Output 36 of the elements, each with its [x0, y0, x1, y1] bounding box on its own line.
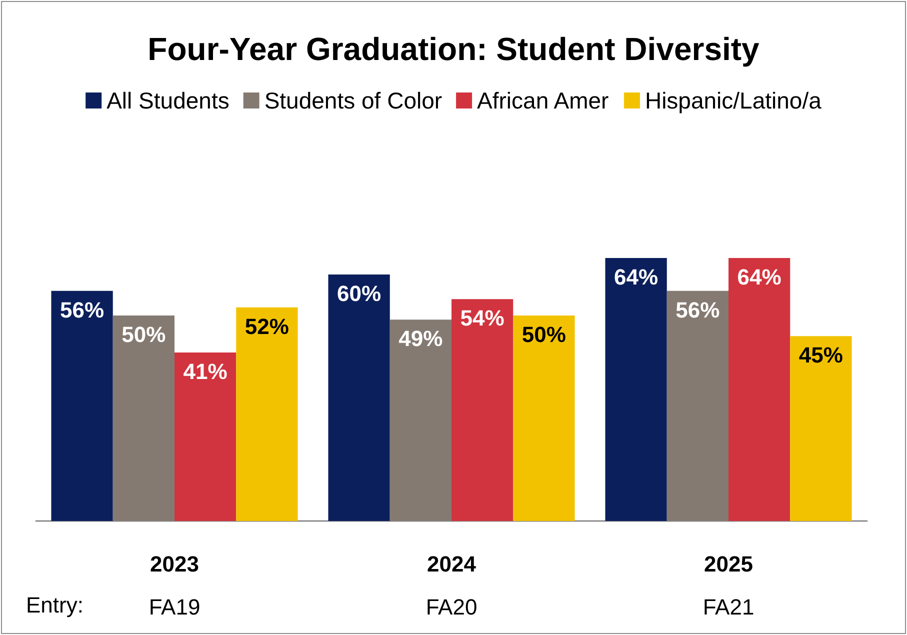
legend-label: All Students — [106, 88, 230, 114]
x-tick-label: 2023 — [150, 552, 199, 576]
chart-title: Four-Year Graduation: Student Diversity — [148, 31, 760, 67]
bar — [236, 307, 298, 521]
data-label: 64% — [737, 264, 782, 290]
bar — [605, 258, 667, 521]
data-label: 54% — [460, 306, 504, 331]
bar — [328, 274, 390, 521]
text: FA19 — [148, 594, 200, 620]
text: FA21 — [702, 594, 754, 620]
bar — [452, 299, 514, 521]
data-label: 52% — [244, 314, 289, 339]
data-label: 50% — [122, 322, 166, 348]
data-label: 56% — [60, 297, 104, 322]
bar — [790, 336, 852, 521]
bar — [174, 352, 236, 521]
bar — [728, 258, 790, 521]
data-label: 49% — [398, 326, 443, 352]
data-label: 64% — [614, 264, 658, 290]
bar — [51, 290, 113, 521]
x-tick-label: 2024 — [427, 552, 477, 576]
data-label: 56% — [676, 297, 720, 322]
data-label: 41% — [183, 359, 228, 384]
text: Entry: — [26, 592, 84, 618]
legend-label: Hispanic/Latino/a — [644, 88, 822, 114]
data-label: 45% — [798, 342, 843, 368]
bar — [112, 316, 174, 521]
bar — [666, 290, 728, 521]
text: FA20 — [426, 594, 478, 620]
data-label: 50% — [522, 322, 566, 348]
data-label: 60% — [337, 280, 382, 306]
legend-label: Students of Color — [264, 88, 442, 114]
bar — [390, 320, 452, 521]
bar — [513, 316, 575, 521]
x-tick-label: 2025 — [704, 552, 753, 576]
legend-label: African Amer — [477, 88, 610, 114]
